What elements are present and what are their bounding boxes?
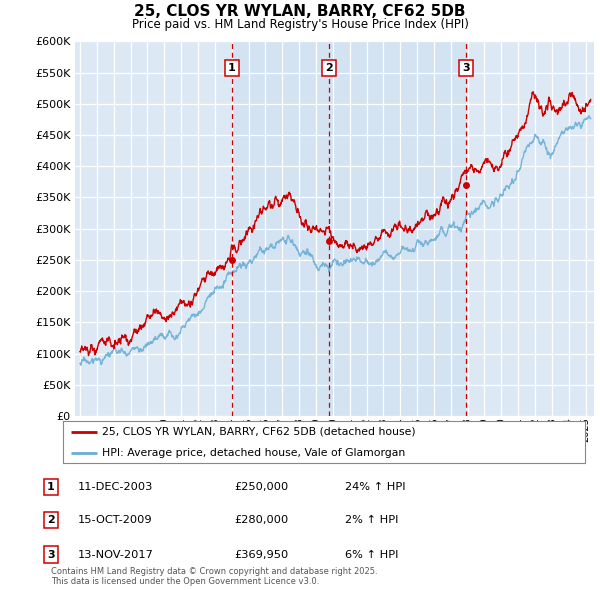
Text: 13-NOV-2017: 13-NOV-2017 (78, 550, 154, 559)
Bar (232, 41, 466, 416)
Text: 3: 3 (47, 550, 55, 559)
Text: £369,950: £369,950 (234, 550, 288, 559)
Text: 24% ↑ HPI: 24% ↑ HPI (345, 482, 406, 491)
Text: Contains HM Land Registry data © Crown copyright and database right 2025.
This d: Contains HM Land Registry data © Crown c… (51, 567, 377, 586)
Text: 2: 2 (47, 516, 55, 525)
Text: 3: 3 (462, 63, 470, 73)
Text: £250,000: £250,000 (234, 482, 288, 491)
Text: 1: 1 (228, 63, 236, 73)
Text: 6% ↑ HPI: 6% ↑ HPI (345, 550, 398, 559)
Text: 1: 1 (47, 482, 55, 491)
Text: 25, CLOS YR WYLAN, BARRY, CF62 5DB (detached house): 25, CLOS YR WYLAN, BARRY, CF62 5DB (deta… (102, 427, 416, 437)
Text: 15-OCT-2009: 15-OCT-2009 (78, 516, 152, 525)
Text: 25, CLOS YR WYLAN, BARRY, CF62 5DB: 25, CLOS YR WYLAN, BARRY, CF62 5DB (134, 4, 466, 19)
Text: HPI: Average price, detached house, Vale of Glamorgan: HPI: Average price, detached house, Vale… (102, 448, 406, 458)
Text: Price paid vs. HM Land Registry's House Price Index (HPI): Price paid vs. HM Land Registry's House … (131, 18, 469, 31)
Text: £280,000: £280,000 (234, 516, 288, 525)
Text: 2% ↑ HPI: 2% ↑ HPI (345, 516, 398, 525)
Text: 11-DEC-2003: 11-DEC-2003 (78, 482, 154, 491)
Text: 2: 2 (326, 63, 334, 73)
